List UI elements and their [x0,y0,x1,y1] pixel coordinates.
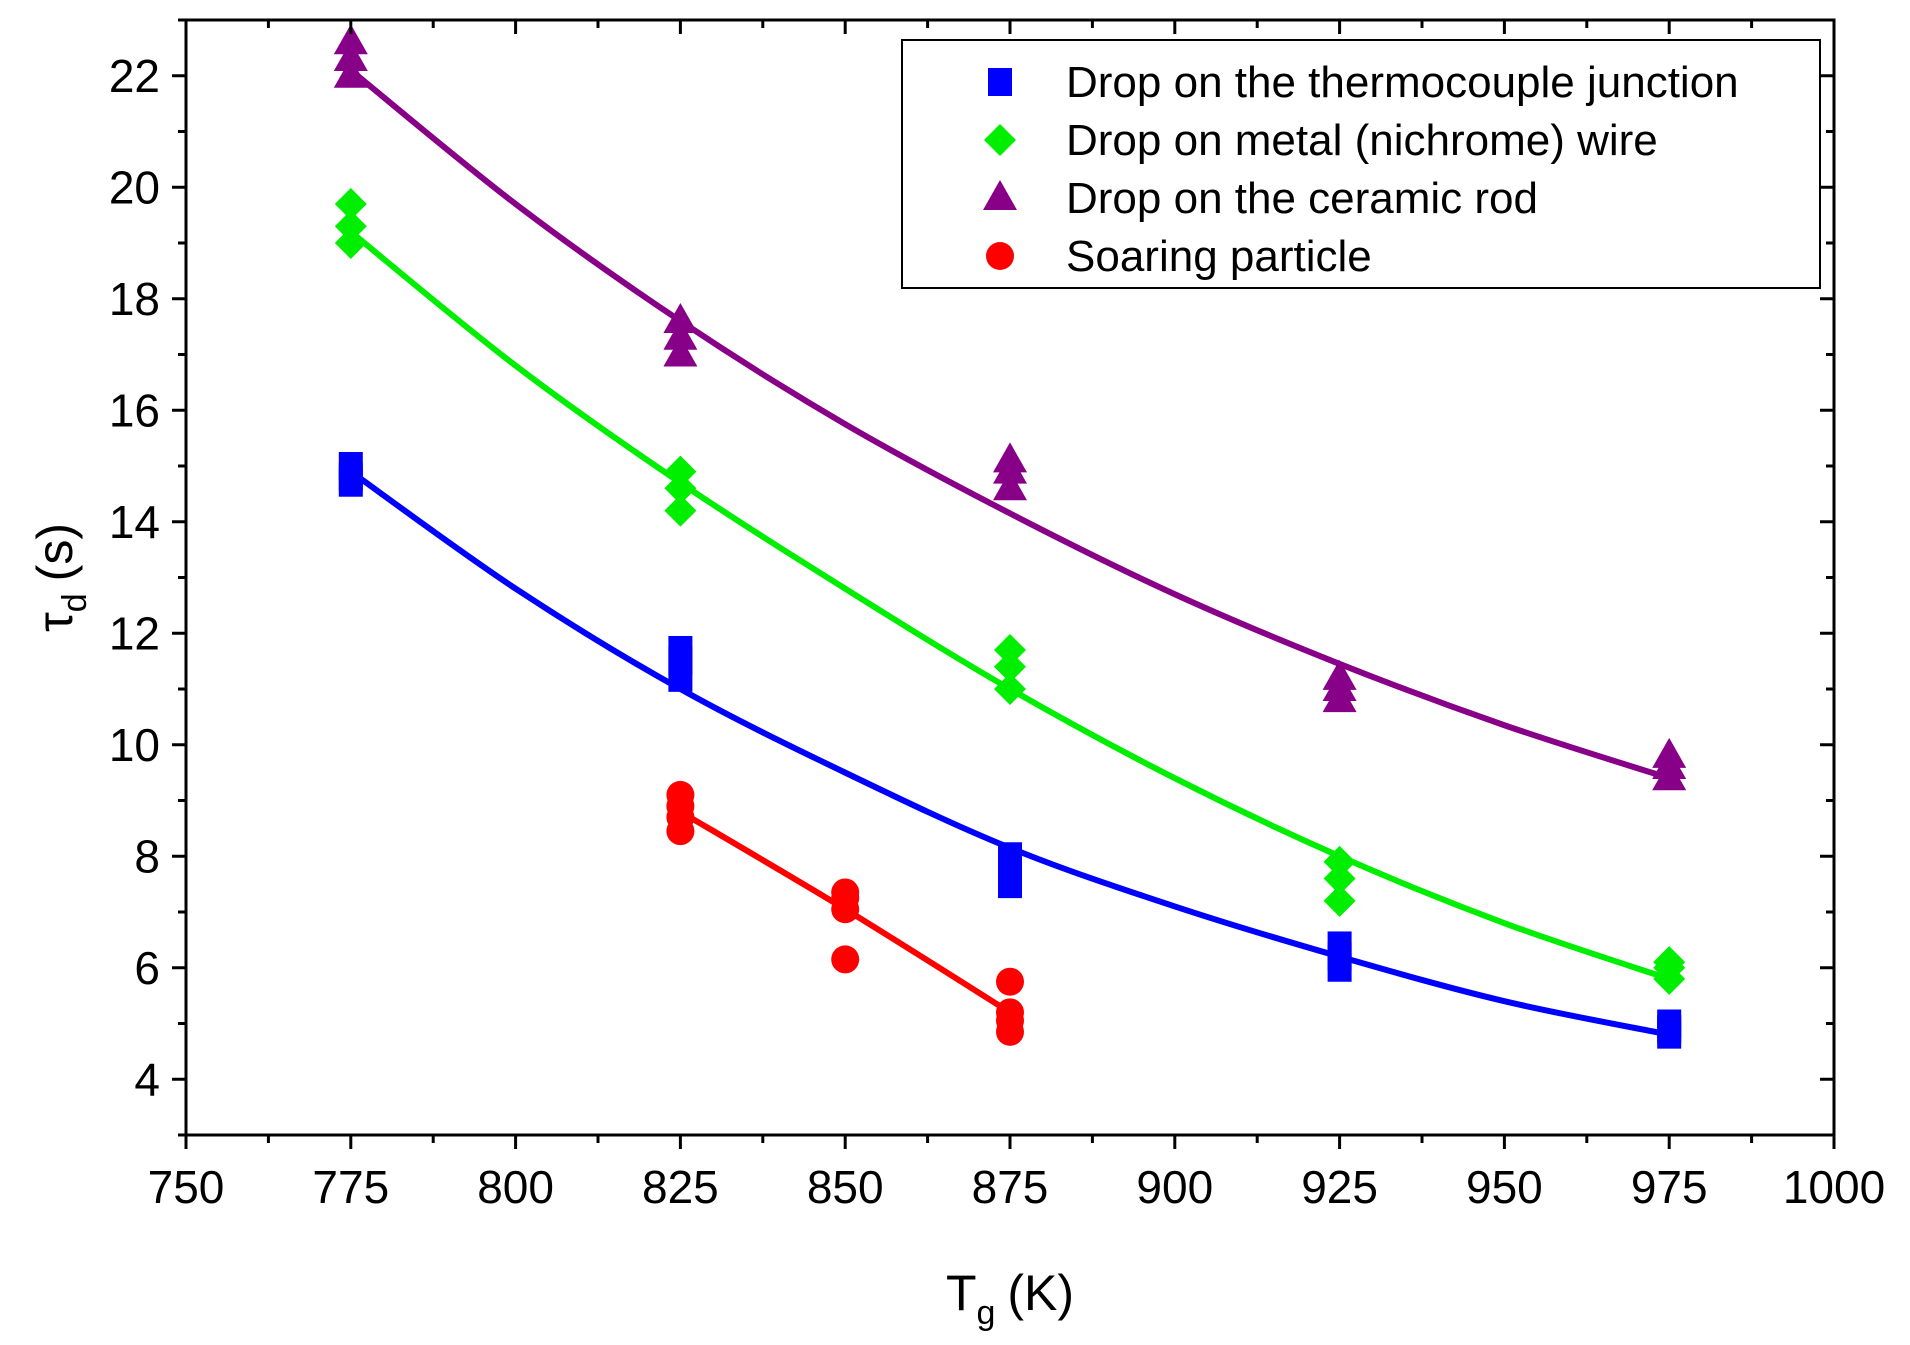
legend-entry-soaring-particle: Soaring particle [986,232,1372,281]
x-axis-symbol: T [946,1265,977,1321]
x-tick-label: 800 [477,1161,554,1213]
y-tick-label: 14 [109,496,160,548]
y-axis-title: τd (s) [27,523,94,632]
legend-entry-drop-on-the-thermocouple-junction: Drop on the thermocouple junction [988,58,1739,107]
data-point-drop-on-the-thermocouple-junction [1327,931,1352,960]
data-point-soaring-particle [831,878,860,907]
data-point-drop-on-the-ceramic-rod [993,470,1027,501]
data-point-drop-on-metal-nichrome-wire [334,210,367,243]
x-axis-title: Tg (K) [946,1265,1074,1332]
legend-marker-circle [986,242,1014,270]
data-point-drop-on-the-ceramic-rod [1652,737,1687,768]
legend-label: Drop on metal (nichrome) wire [1066,116,1658,165]
data-point-drop-on-metal-nichrome-wire [1323,862,1356,895]
data-point-drop-on-metal-nichrome-wire [664,494,697,527]
x-axis-unit: (K) [1007,1265,1074,1321]
data-point-soaring-particle [996,967,1024,996]
legend-marker-diamond [984,124,1016,156]
data-point-drop-on-the-ceramic-rod [333,57,368,88]
data-point-drop-on-metal-nichrome-wire [1323,884,1356,917]
y-tick-label: 16 [109,384,160,436]
data-point-drop-on-metal-nichrome-wire [1323,845,1356,878]
data-point-soaring-particle [831,945,860,974]
legend-marker-triangle [983,180,1017,210]
data-point-drop-on-metal-nichrome-wire [1653,946,1686,979]
fit-line-drop-on-the-ceramic-rod [347,67,1673,782]
data-point-drop-on-the-thermocouple-junction [1657,1009,1682,1038]
legend: Drop on the thermocouple junction Drop on… [901,39,1821,289]
data-point-soaring-particle [666,780,695,809]
data-point-drop-on-the-ceramic-rod [663,336,698,367]
y-axis-unit: (s) [27,523,83,581]
x-axis-subscript: g [976,1294,995,1332]
data-point-drop-on-metal-nichrome-wire [334,187,367,220]
data-point-drop-on-the-ceramic-rod [333,41,368,72]
data-point-drop-on-metal-nichrome-wire [664,455,697,488]
x-tick-label: 975 [1631,1161,1708,1213]
x-tick-label: 900 [1136,1161,1213,1213]
data-point-drop-on-the-thermocouple-junction [668,635,693,664]
x-tick-label: 950 [1466,1161,1543,1213]
data-point-drop-on-the-ceramic-rod [1322,659,1357,690]
y-tick-label: 10 [109,719,160,771]
axis-ticks [172,18,1836,1149]
legend-marker-square [988,68,1012,96]
data-point-drop-on-the-ceramic-rod [663,303,698,334]
y-axis-symbol: τ [27,612,83,632]
data-point-drop-on-metal-nichrome-wire [994,633,1026,666]
x-tick-label: 1000 [1783,1161,1885,1213]
x-tick-label: 850 [807,1161,884,1213]
data-point-drop-on-the-ceramic-rod [993,442,1027,473]
legend-label: Soaring particle [1066,232,1372,281]
data-point-drop-on-metal-nichrome-wire [994,650,1026,683]
legend-entry-drop-on-metal-nichrome-wire: Drop on metal (nichrome) wire [984,116,1658,165]
y-tick-label: 12 [109,607,160,659]
legend-items: Drop on the thermocouple junction Drop on… [983,58,1739,281]
data-point-drop-on-the-thermocouple-junction [998,842,1022,871]
data-point-drop-on-the-ceramic-rod [663,319,698,350]
data-point-drop-on-metal-nichrome-wire [664,472,697,505]
data-point-soaring-particle [996,998,1024,1027]
x-tick-label: 925 [1301,1161,1378,1213]
data-point-drop-on-the-ceramic-rod [333,24,368,55]
y-tick-label: 22 [109,50,160,102]
y-tick-label: 20 [109,161,160,213]
y-tick-label: 4 [134,1053,160,1105]
y-tick-label: 6 [134,942,160,994]
y-tick-label: 18 [109,273,160,325]
data-point-drop-on-metal-nichrome-wire [994,673,1026,705]
x-tick-label: 825 [642,1161,719,1213]
y-tick-label: 8 [134,830,160,882]
data-markers [333,24,1687,1049]
legend-box [901,39,1821,289]
x-tick-label: 875 [972,1161,1049,1213]
legend-label: Drop on the thermocouple junction [1066,58,1739,107]
axis-tick-labels: 750 775 800 825 850 875 900 925 950 975 1000 4 6 8 10 1… [109,50,1885,1213]
legend-entry-drop-on-the-ceramic-rod: Drop on the ceramic rod [983,174,1538,223]
legend-label: Drop on the ceramic rod [1066,174,1538,223]
x-tick-label: 750 [148,1161,225,1213]
data-point-drop-on-the-thermocouple-junction [338,463,363,492]
y-axis-subscript: d [56,593,94,612]
x-tick-label: 775 [312,1161,389,1213]
data-point-drop-on-metal-nichrome-wire [334,227,367,259]
